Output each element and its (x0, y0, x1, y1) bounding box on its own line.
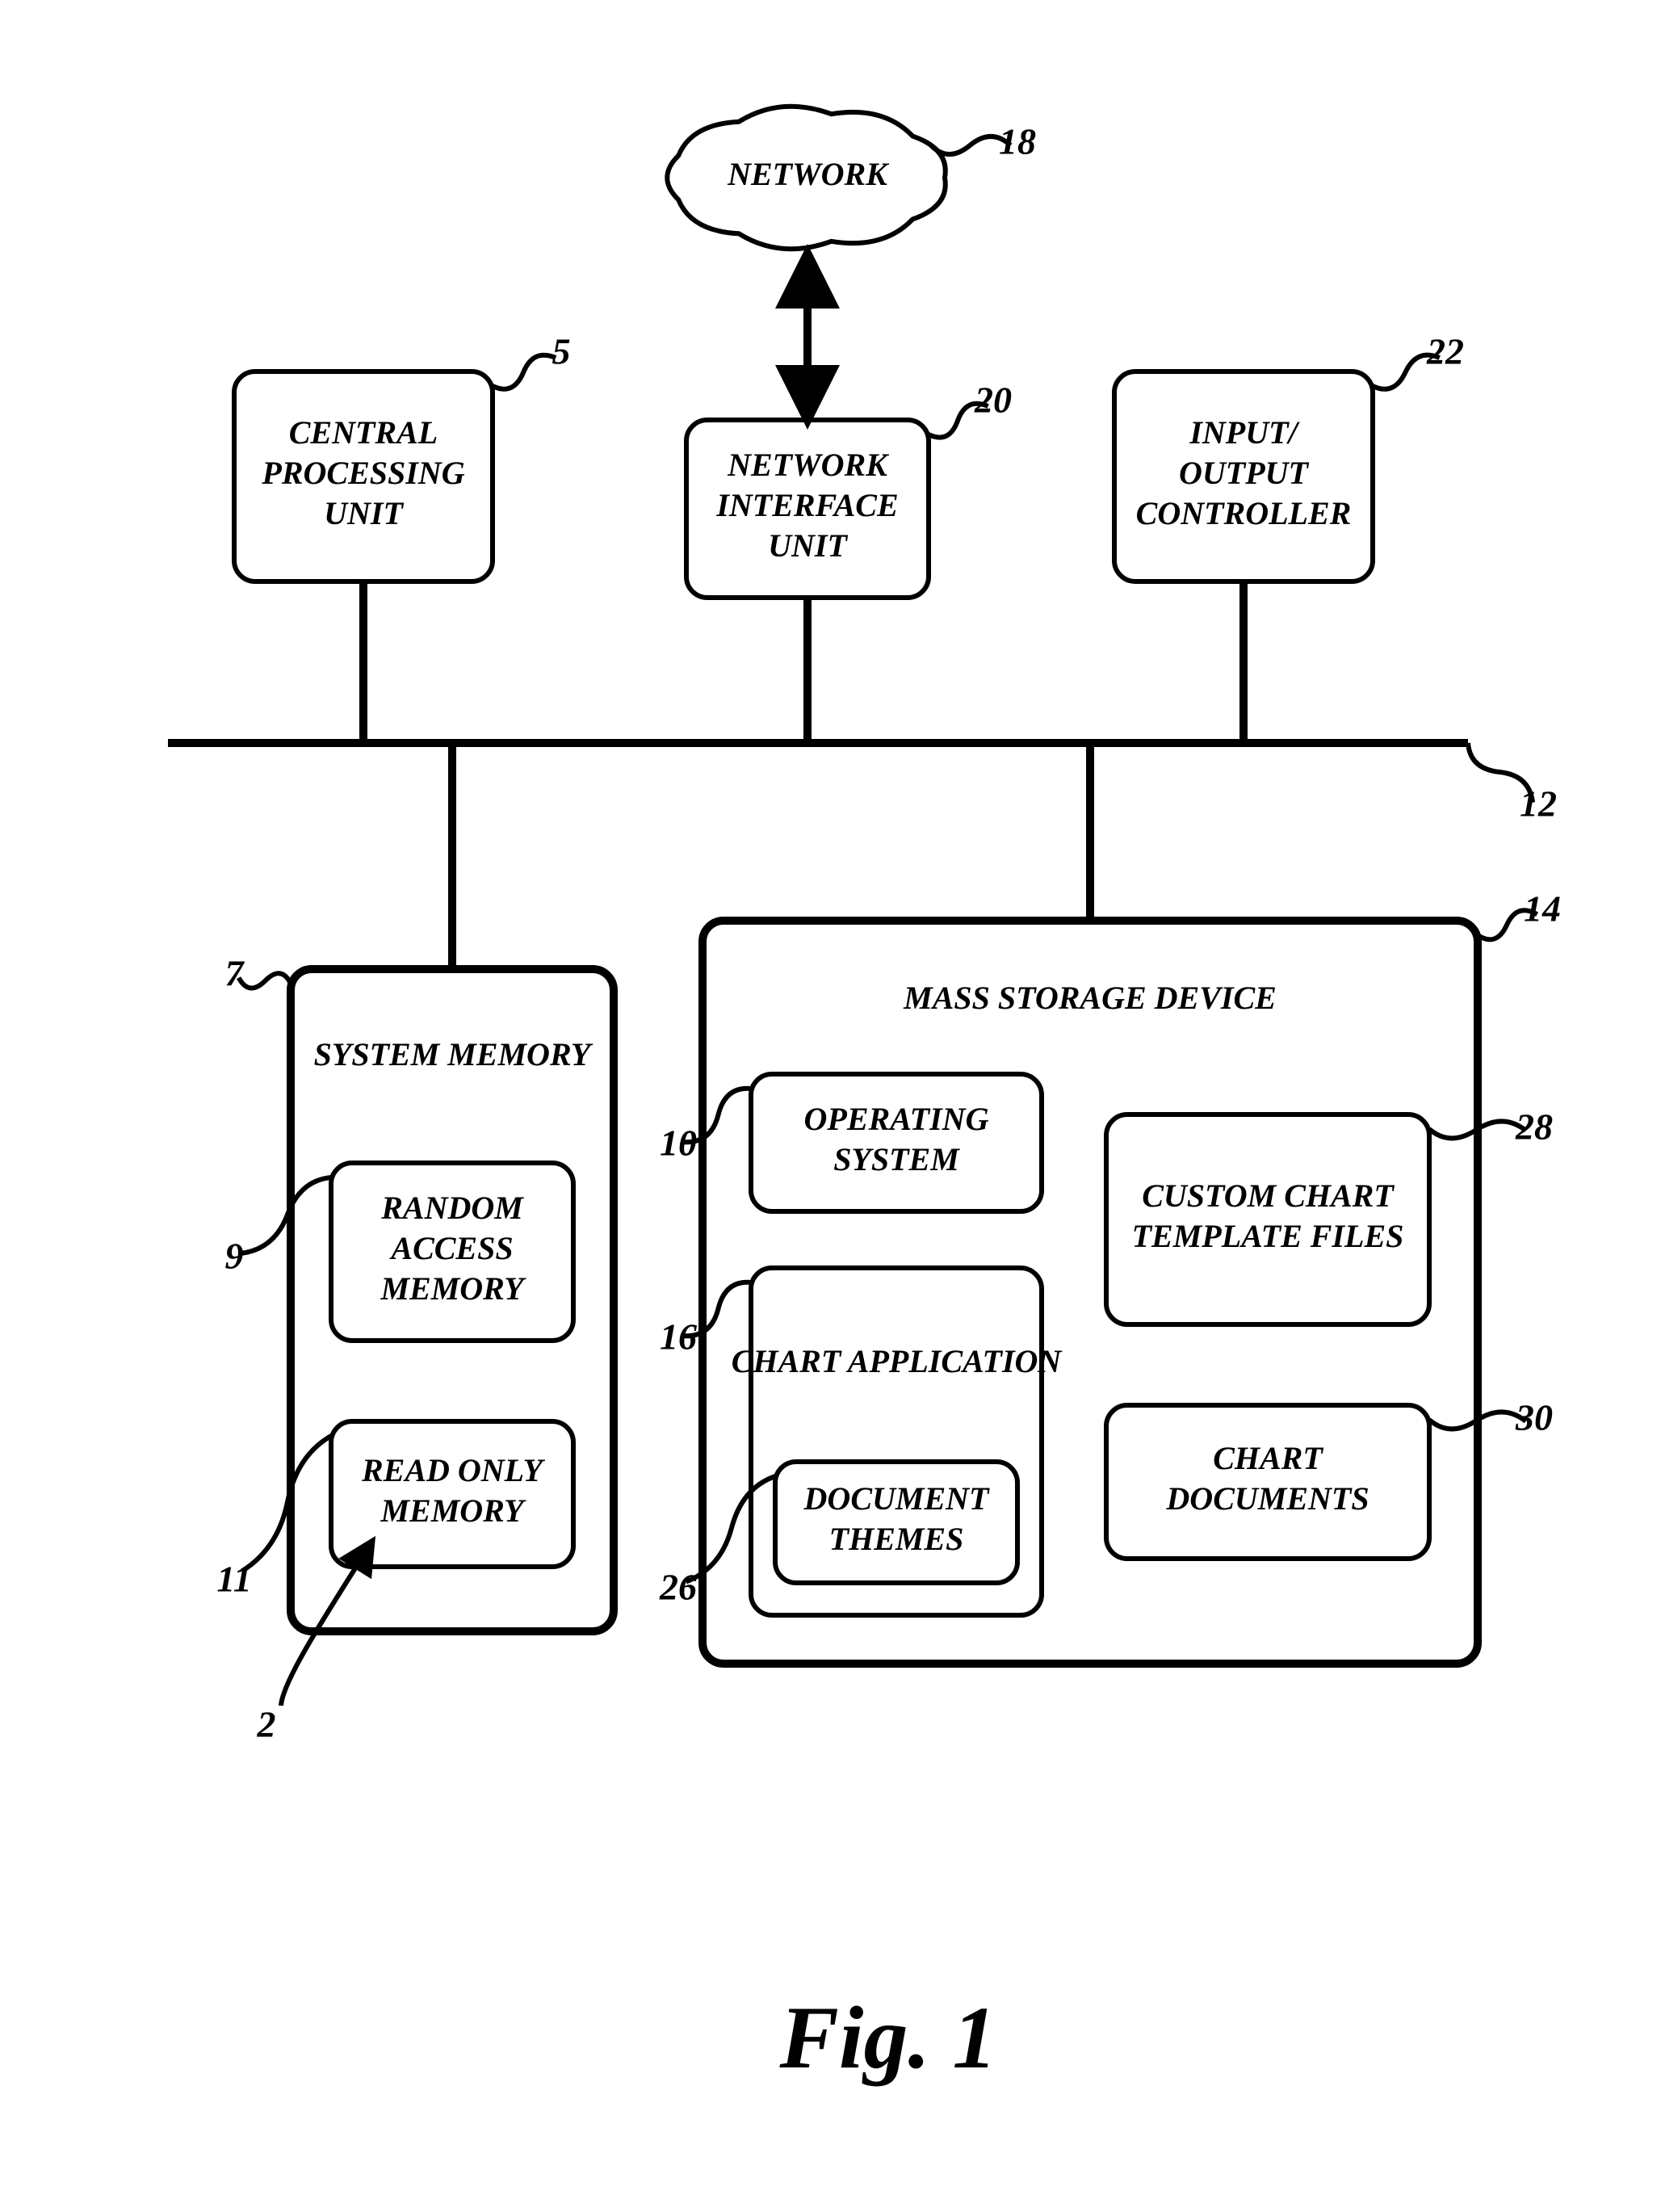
cpu-text: PROCESSING (261, 455, 464, 491)
rom-text: MEMORY (380, 1492, 526, 1529)
io-text: CONTROLLER (1136, 495, 1352, 531)
chartdocs-text: CHART (1213, 1440, 1323, 1476)
chartdocs-text: DOCUMENTS (1165, 1480, 1369, 1517)
ref-number: 26 (659, 1567, 697, 1608)
os-text: OPERATING (804, 1101, 989, 1137)
ref-number: 20 (974, 380, 1012, 421)
cpu-text: CENTRAL (289, 414, 438, 451)
niu-text: NETWORK (727, 447, 889, 483)
io-text: INPUT/ (1189, 414, 1300, 451)
figure-label: Fig. 1 (779, 1988, 997, 2087)
ram-text: RANDOM (380, 1190, 524, 1226)
ref-number: 28 (1515, 1106, 1553, 1148)
ref-number: 14 (1524, 888, 1561, 930)
niu-text: UNIT (768, 527, 848, 564)
ref-number: 12 (1520, 783, 1557, 825)
network-label: NETWORK (727, 156, 889, 192)
templates-text: CUSTOM CHART (1142, 1177, 1395, 1214)
ref-number: 18 (999, 121, 1036, 162)
themes-text: THEMES (829, 1521, 964, 1557)
templates-text: TEMPLATE FILES (1132, 1218, 1404, 1254)
ref-number: 22 (1426, 331, 1464, 372)
container-title: MASS STORAGE DEVICE (903, 980, 1277, 1016)
themes-text: DOCUMENT (803, 1480, 990, 1517)
cpu-text: UNIT (324, 495, 404, 531)
overall-ref-number: 2 (257, 1704, 276, 1745)
ref-leader (493, 355, 556, 389)
ref-number: 9 (225, 1236, 244, 1277)
ram-text: ACCESS (388, 1230, 513, 1266)
niu-text: INTERFACE (715, 487, 898, 523)
ref-number: 7 (225, 953, 245, 994)
io-text: OUTPUT (1179, 455, 1310, 491)
ref-number: 5 (552, 331, 571, 372)
ref-leader (239, 973, 291, 988)
container-title: SYSTEM MEMORY (314, 1036, 594, 1072)
ref-number: 11 (216, 1559, 251, 1600)
rom-text: READ ONLY (361, 1452, 546, 1488)
ram-text: MEMORY (380, 1270, 526, 1307)
container-title: CHART APPLICATION (732, 1343, 1063, 1379)
ref-number: 10 (660, 1123, 697, 1164)
os-text: SYSTEM (833, 1141, 960, 1177)
ref-number: 30 (1515, 1397, 1553, 1438)
ref-number: 16 (660, 1316, 697, 1358)
